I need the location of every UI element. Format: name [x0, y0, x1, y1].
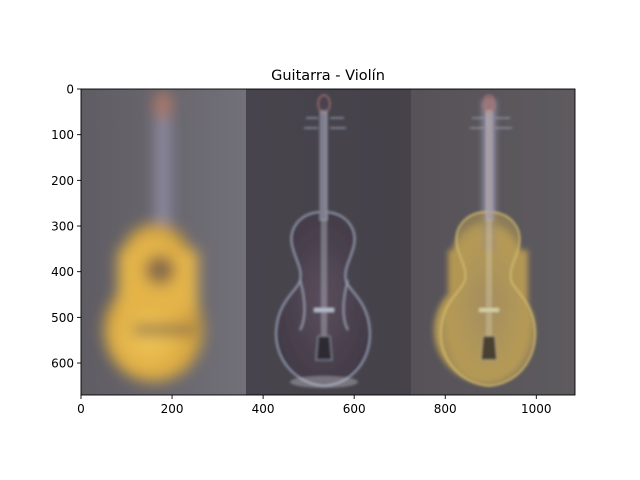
- x-tick-label: 600: [343, 402, 366, 416]
- y-tick-label: 600: [51, 357, 74, 371]
- x-tick-label: 1000: [521, 402, 552, 416]
- panel-hybrid: [411, 89, 575, 395]
- y-tick-label: 0: [66, 83, 74, 97]
- x-tick-label: 0: [77, 402, 85, 416]
- x-tick-label: 200: [161, 402, 184, 416]
- x-axis: 0 200 400 600 800 1000: [77, 395, 552, 416]
- chart-title: Guitarra - Violín: [271, 68, 385, 84]
- y-tick-label: 400: [51, 265, 74, 279]
- panel-violin: [246, 89, 411, 395]
- panel-guitar: [81, 89, 246, 395]
- axes-frame: [80, 88, 576, 396]
- y-tick-label: 100: [51, 128, 74, 142]
- x-tick-label: 400: [252, 402, 275, 416]
- x-tick-label: 800: [434, 402, 457, 416]
- y-axis: 0 100 200 300 400 500 600: [51, 83, 81, 371]
- y-tick-label: 500: [51, 311, 74, 325]
- y-tick-label: 200: [51, 174, 74, 188]
- y-tick-label: 300: [51, 220, 74, 234]
- image-area: [81, 89, 575, 395]
